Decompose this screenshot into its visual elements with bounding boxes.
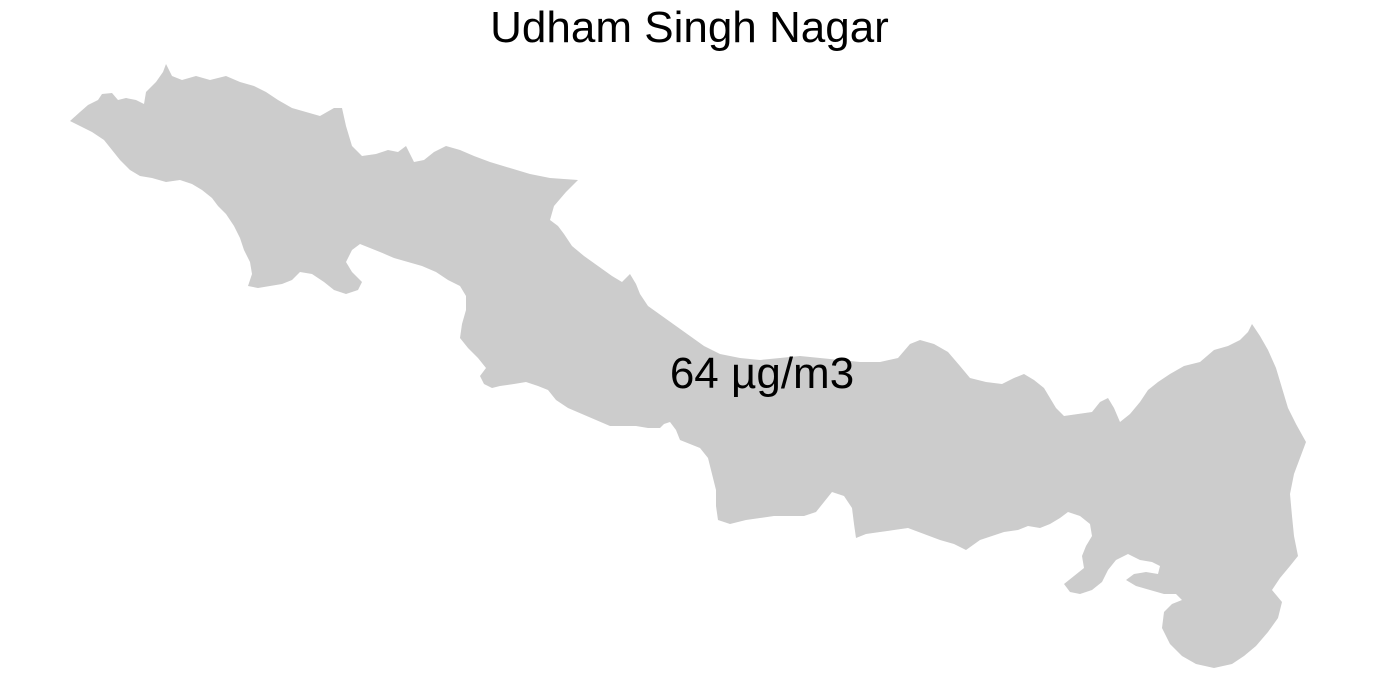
pollution-value-label: 64 µg/m3 [669, 349, 855, 398]
district-shape [70, 64, 1306, 668]
map-title: Udham Singh Nagar [490, 3, 889, 52]
